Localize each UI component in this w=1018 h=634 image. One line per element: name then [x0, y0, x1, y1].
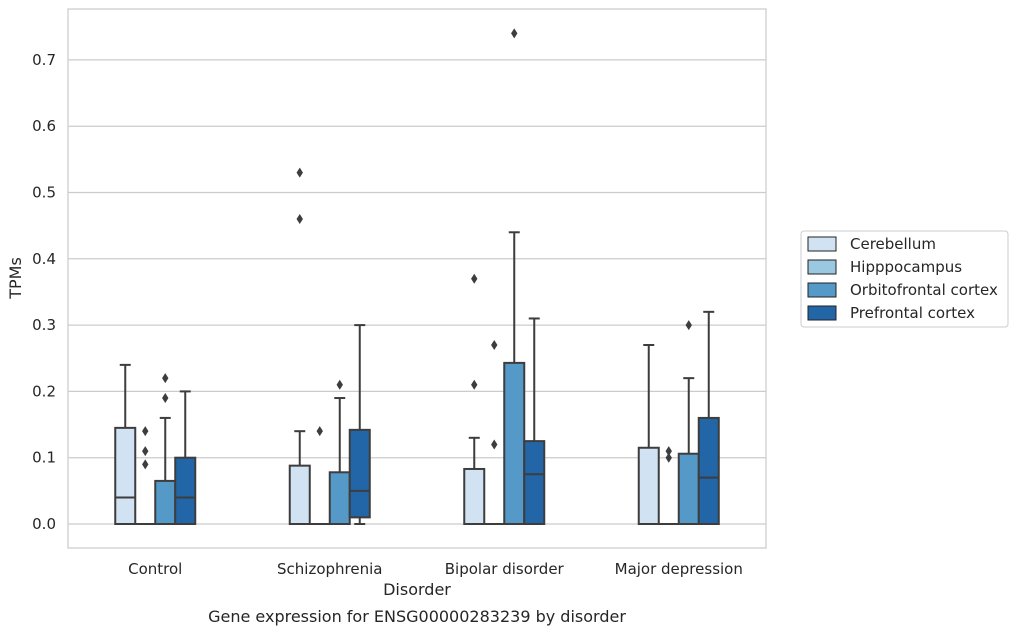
box-3-2	[677, 320, 700, 525]
outlier-point	[685, 320, 692, 331]
legend-label: Cerebellum	[850, 235, 936, 253]
outlier-point	[296, 214, 303, 225]
box-body	[523, 440, 546, 525]
x-tick-label: Control	[128, 560, 182, 578]
box-body	[503, 361, 526, 525]
outlier-point	[491, 339, 498, 350]
y-axis-title: TPMs	[6, 257, 25, 300]
box-body	[348, 428, 371, 519]
outlier-point	[142, 426, 149, 437]
legend-swatch	[807, 259, 837, 275]
box-body	[154, 479, 177, 525]
x-tick-label: Schizophrenia	[277, 560, 382, 578]
y-axis-ticks: 0.0 0.1 0.2 0.3 0.4 0.5 0.6 0.7	[32, 51, 56, 533]
outlier-point	[142, 446, 149, 457]
box-0-3	[174, 390, 197, 526]
outlier-point	[491, 439, 498, 450]
outlier-point	[316, 426, 323, 437]
box-0-2	[154, 373, 177, 525]
outlier-point	[162, 393, 169, 404]
legend-swatch	[807, 305, 837, 321]
box-2-2	[503, 28, 526, 525]
y-tick-label: 0.6	[32, 117, 56, 135]
box-1-3	[348, 324, 371, 525]
legend-label: Orbitofrontal cortex	[850, 281, 998, 299]
x-tick-label: Major depression	[615, 560, 743, 578]
box-3-3	[697, 310, 720, 526]
box-body	[114, 426, 137, 525]
outlier-point	[665, 452, 672, 463]
box-3-0	[637, 343, 660, 526]
gridlines	[68, 59, 766, 525]
legend-label: Prefrontal cortex	[850, 304, 975, 322]
plot-frame	[67, 8, 767, 549]
box-2-0	[463, 273, 486, 526]
outlier-point	[471, 273, 478, 284]
outlier-point	[471, 379, 478, 390]
x-axis-ticks: Control Schizophrenia Bipolar disorder Majo…	[128, 560, 743, 578]
x-tick-label: Bipolar disorder	[445, 560, 565, 578]
legend-frame	[800, 230, 1009, 328]
y-tick-label: 0.7	[32, 51, 56, 69]
plot-area	[114, 28, 720, 526]
outlier-point	[296, 167, 303, 178]
y-tick-label: 0.0	[32, 515, 56, 533]
y-tick-label: 0.5	[32, 184, 56, 202]
box-body	[328, 471, 351, 526]
legend-label: Hipppocampus	[850, 258, 962, 276]
box-body	[677, 452, 700, 525]
box-body	[174, 456, 197, 526]
box-body	[288, 464, 311, 526]
legend-swatch	[807, 236, 837, 252]
box-body	[637, 446, 660, 526]
outlier-point	[665, 446, 672, 457]
box-1-0	[288, 167, 311, 526]
box-body	[697, 416, 720, 526]
outlier-point	[162, 373, 169, 384]
y-tick-label: 0.2	[32, 382, 56, 400]
legend-items: Cerebellum Hipppocampus Orbitofrontal cort…	[807, 235, 998, 322]
y-tick-label: 0.4	[32, 250, 56, 268]
box-0-0	[114, 363, 137, 525]
box-1-1	[308, 426, 331, 526]
legend: Cerebellum Hipppocampus Orbitofrontal cort…	[800, 230, 1009, 328]
box-1-2	[328, 379, 351, 526]
legend-swatch	[807, 282, 837, 298]
y-tick-label: 0.3	[32, 316, 56, 334]
y-tick-label: 0.1	[32, 449, 56, 467]
outlier-point	[511, 28, 518, 39]
box-2-3	[523, 317, 546, 525]
outlier-point	[336, 379, 343, 390]
box-2-1	[483, 339, 506, 526]
box-0-1	[134, 426, 157, 526]
outlier-point	[142, 459, 149, 470]
chart-caption: Gene expression for ENSG00000283239 by d…	[208, 607, 626, 626]
x-axis-title: Disorder	[383, 580, 451, 599]
box-body	[463, 467, 486, 526]
